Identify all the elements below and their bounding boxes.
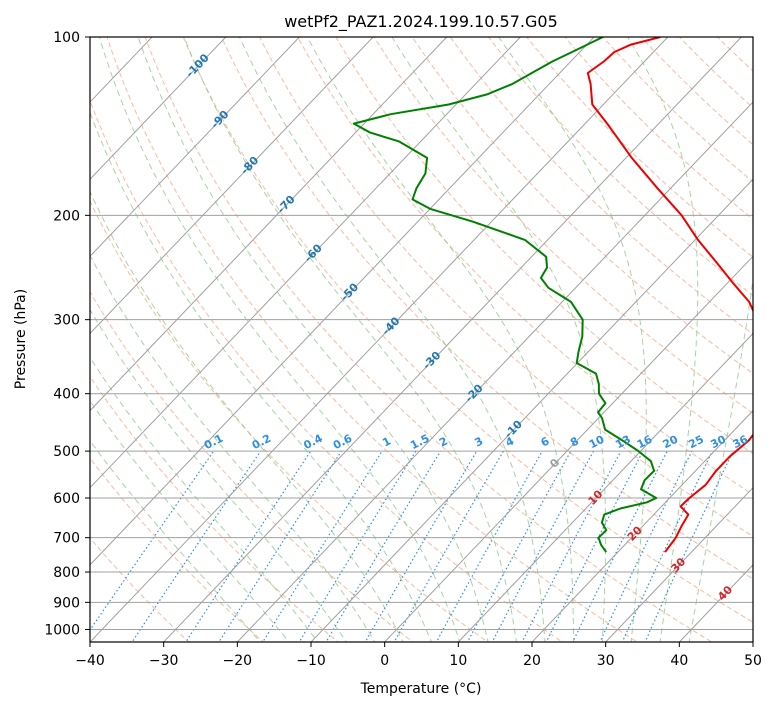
dry-adiabat (297, 37, 753, 496)
mixing-ratio-line (325, 450, 442, 642)
dry-adiabat (487, 37, 753, 297)
mixing-ratio-line (644, 450, 734, 642)
profile-series (352, 37, 753, 553)
mixing-ratio-line (545, 450, 644, 642)
mixing-ratio-label: 36 (731, 433, 751, 452)
x-axis-ticks: −40 −30 −20 −10 0 10 20 30 40 50 (75, 642, 762, 669)
mixing-ratio-label: 10 (587, 433, 607, 452)
dry-adiabat (640, 37, 753, 146)
dry-adiabat (106, 37, 638, 642)
mixing-ratio-line (599, 450, 693, 642)
mixing-ratio-label: 30 (708, 433, 728, 452)
dry-adiabat (526, 37, 753, 258)
dry-adiabat (90, 290, 414, 642)
x-tick-label: 40 (670, 653, 688, 669)
isotherm-line (90, 37, 522, 489)
isotherm-line (383, 255, 753, 642)
isotherm-line (90, 37, 374, 335)
x-tick-label: 20 (523, 653, 541, 669)
y-tick-label: 700 (53, 531, 80, 547)
isotherm-line (162, 37, 743, 642)
x-tick-label: 0 (380, 653, 389, 669)
x-tick-label: 10 (449, 653, 467, 669)
x-tick-label: −30 (149, 653, 179, 669)
y-tick-label: 200 (53, 208, 80, 224)
isotherm-line (531, 409, 753, 642)
mixing-ratio-label: 13 (613, 433, 633, 452)
moist-adiabat (90, 190, 404, 642)
isotherm-line (90, 37, 227, 180)
dry-adiabat (90, 457, 265, 642)
mixing-ratio-line (218, 450, 343, 642)
x-axis-title: Temperature (°C) (360, 681, 482, 697)
plot-area: 010203040-10-20-30-40-50-60-70-80-90-100… (90, 37, 753, 642)
isotherm-line (90, 37, 669, 642)
moist-adiabat (90, 308, 347, 642)
x-tick-label: 30 (597, 653, 615, 669)
isotherm-line (90, 37, 448, 412)
mixing-ratio-line (185, 450, 312, 642)
mixing-ratio-line (572, 450, 668, 642)
y-tick-label: 800 (53, 565, 80, 581)
moist-adiabat (627, 37, 699, 642)
isotherms (90, 37, 753, 642)
y-tick-label: 100 (53, 30, 80, 46)
x-tick-label: −40 (75, 653, 105, 669)
x-tick-label: −10 (296, 653, 326, 669)
dry-adiabat (182, 37, 753, 623)
mixing-ratio-line (393, 450, 505, 642)
moist-adiabat (90, 439, 261, 642)
dewpoint-profile (352, 37, 658, 553)
dry-adiabat (90, 375, 340, 642)
y-axis-ticks: 100 200 300 400 500 600 700 800 900 1000 (44, 30, 90, 638)
moist-adiabat (688, 37, 753, 642)
temperature-profile (586, 37, 753, 553)
isotherm-line (90, 37, 595, 566)
dry-adiabat (220, 37, 753, 580)
y-tick-label: 600 (53, 491, 80, 507)
mixing-ratio-line (90, 450, 215, 632)
mixing-ratio-label: 25 (686, 433, 706, 452)
dry-adiabat (602, 37, 753, 183)
isotherm-line (90, 37, 301, 258)
mixing-ratio-line (435, 450, 543, 642)
mixing-ratio-lines (90, 450, 734, 642)
y-tick-label: 1000 (44, 622, 80, 638)
isotherm-line (457, 332, 753, 642)
mixing-ratio-label: 20 (661, 433, 681, 452)
y-tick-label: 300 (53, 313, 80, 329)
chart-title: wetPf2_PAZ1.2024.199.10.57.G05 (284, 12, 558, 32)
mixing-ratio-line (364, 450, 478, 642)
plot-frame (89, 36, 754, 643)
y-tick-label: 500 (53, 444, 80, 460)
moist-adiabat (306, 37, 575, 642)
moist-adiabat (391, 37, 607, 642)
y-tick-label: 400 (53, 387, 80, 403)
pressure-gridlines (90, 37, 753, 630)
x-tick-label: −20 (223, 653, 253, 669)
moist-adiabat (239, 37, 546, 642)
mixing-ratio-line (131, 450, 262, 642)
y-axis-title: Pressure (hPa) (13, 289, 29, 389)
y-tick-label: 900 (53, 595, 80, 611)
mixing-ratio-label: 16 (635, 433, 655, 452)
dry-adiabat (335, 37, 753, 455)
isotherm-line (310, 178, 753, 642)
isotherm-line (604, 486, 753, 642)
isotherm-line (236, 101, 753, 642)
dry-adiabat (90, 200, 489, 642)
x-tick-label: 50 (744, 653, 762, 669)
dry-adiabat (90, 99, 564, 642)
mixing-ratio-line (621, 450, 713, 642)
moist-adiabat (137, 37, 489, 642)
dry-adiabat (144, 37, 713, 642)
